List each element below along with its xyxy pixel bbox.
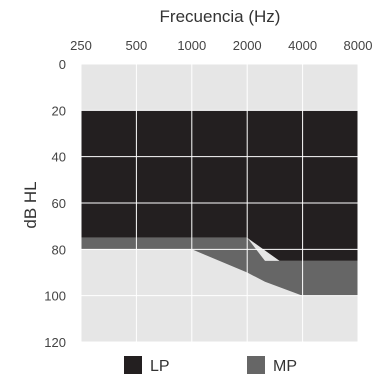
y-tick-label: 80 xyxy=(52,242,66,257)
y-tick-label: 0 xyxy=(59,57,66,72)
x-tick-label: 8000 xyxy=(344,38,373,53)
legend-label: LP xyxy=(150,358,170,375)
x-tick-label: 2000 xyxy=(233,38,262,53)
x-tick-label: 250 xyxy=(70,38,92,53)
legend-item-mp: MP xyxy=(247,356,297,375)
series-area-mp xyxy=(81,237,358,296)
legend: LP MP xyxy=(124,356,297,375)
x-tick-label: 4000 xyxy=(288,38,317,53)
y-axis-label: dB HL xyxy=(21,181,40,228)
plot-area xyxy=(80,63,359,343)
x-axis-ticks: 250 500 1000 2000 4000 8000 xyxy=(70,38,372,53)
x-tick-label: 500 xyxy=(126,38,148,53)
legend-label: MP xyxy=(273,358,297,375)
series-area-lp xyxy=(81,110,358,261)
y-tick-label: 40 xyxy=(52,150,66,165)
y-tick-label: 100 xyxy=(44,289,66,304)
y-tick-label: 60 xyxy=(52,196,66,211)
y-axis-ticks: 0 20 40 60 80 100 120 xyxy=(44,57,66,350)
y-tick-label: 120 xyxy=(44,335,66,350)
x-tick-label: 1000 xyxy=(177,38,206,53)
legend-swatch xyxy=(247,356,265,374)
legend-item-lp: LP xyxy=(124,356,170,375)
y-tick-label: 20 xyxy=(52,103,66,118)
legend-swatch xyxy=(124,356,142,374)
chart-title: Frecuencia (Hz) xyxy=(160,7,281,26)
